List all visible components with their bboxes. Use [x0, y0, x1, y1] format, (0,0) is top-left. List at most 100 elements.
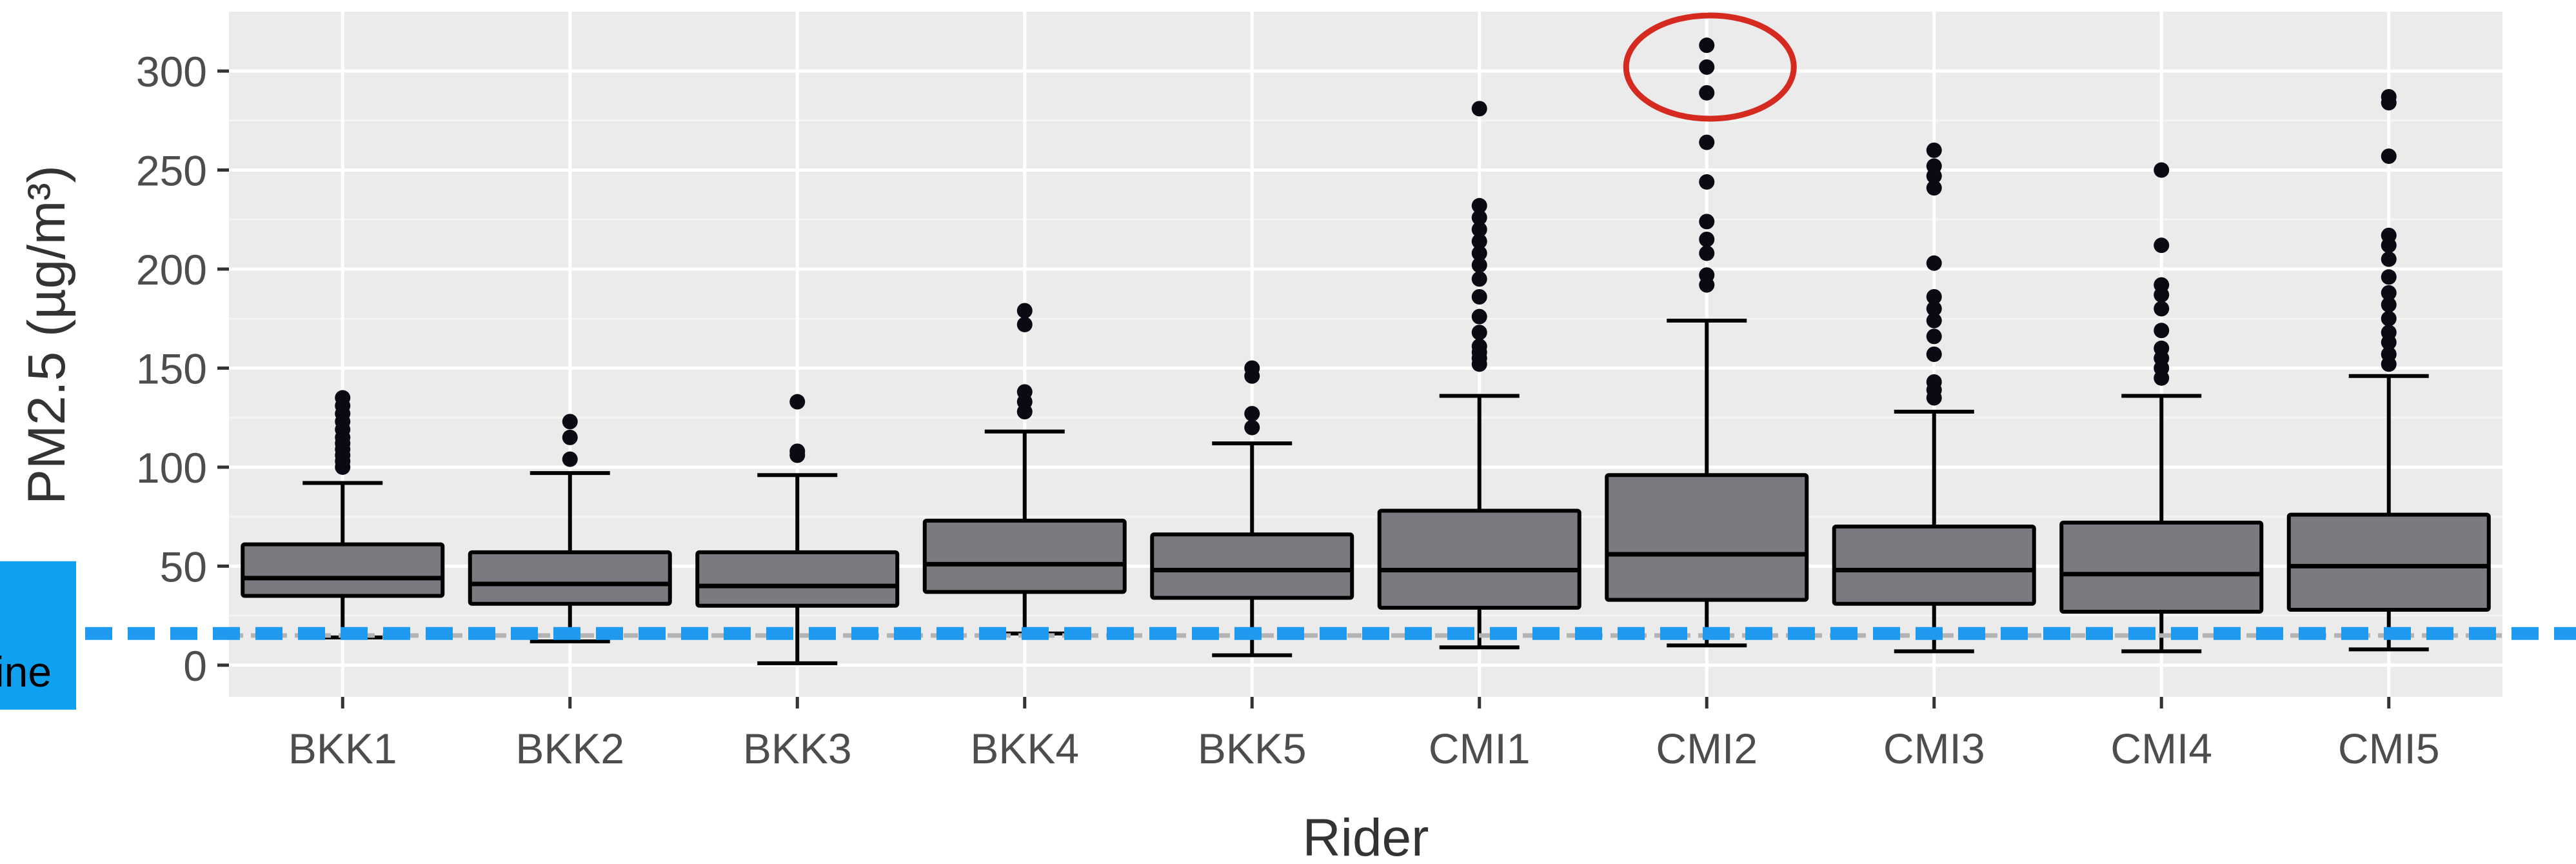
outlier-point	[1471, 210, 1487, 226]
box-iqr	[241, 542, 445, 598]
outlier-point	[1471, 308, 1487, 325]
y-tick-label: 0	[183, 642, 207, 690]
outlier-point	[2381, 347, 2397, 362]
box-iqr	[1605, 473, 1809, 602]
y-tick-label: 50	[160, 543, 207, 590]
outlier-point	[789, 394, 806, 410]
box-bkk4	[922, 303, 1127, 636]
y-tick-label: 150	[136, 345, 207, 392]
y-axis: 0 50 100 150 200 250 300	[136, 48, 229, 690]
outlier-point	[562, 451, 578, 467]
outlier-point	[562, 429, 578, 445]
x-tick-label: CMI2	[1656, 725, 1758, 772]
outlier-point	[2154, 237, 2170, 254]
outlier-point	[1471, 288, 1487, 305]
box-cmi4	[2059, 162, 2264, 654]
outlier-point	[1699, 59, 1715, 75]
outlier-point	[1926, 288, 1942, 305]
y-tick-label: 100	[136, 444, 207, 492]
x-tick-label: BKK2	[515, 725, 624, 772]
box-bkk2	[468, 414, 672, 644]
outlier-point	[2154, 323, 2170, 339]
reference-label-box	[0, 561, 76, 710]
box-iqr	[2059, 520, 2264, 614]
x-axis: BKK1 BKK2 BKK3 BKK4 BKK5 CMI1 CMI2 CMI3 CMI4 CMI5	[288, 697, 2440, 772]
reference-label-text: ine	[0, 648, 52, 696]
outlier-point	[2154, 277, 2170, 293]
box-cmi1	[1377, 101, 1581, 650]
outlier-point	[1016, 384, 1033, 400]
outlier-point	[2381, 297, 2397, 313]
highlight-ellipse-shape	[1623, 12, 1797, 122]
outlier-point	[2381, 269, 2397, 285]
outlier-point	[1471, 101, 1487, 117]
box-cmi3	[1832, 142, 2036, 654]
x-tick-label: CMI3	[1883, 725, 1985, 772]
outlier-point	[335, 390, 351, 406]
outlier-point	[1699, 37, 1715, 54]
outlier-point	[1699, 174, 1715, 190]
x-tick-label: CMI4	[2110, 725, 2212, 772]
outlier-point	[1926, 301, 1942, 317]
x-tick-label: CMI1	[1429, 725, 1531, 772]
box-iqr	[695, 550, 900, 608]
x-tick-label: CMI5	[2338, 725, 2440, 772]
outlier-point	[1471, 197, 1487, 214]
outlier-point	[2381, 325, 2397, 341]
box-iqr	[922, 518, 1127, 594]
outlier-point	[1244, 360, 1260, 376]
y-axis-title: PM2.5 (µg/m³)	[17, 165, 76, 505]
outlier-point	[1926, 142, 1942, 158]
outlier-point	[2381, 285, 2397, 301]
x-tick-label: BKK4	[970, 725, 1079, 772]
outlier-point	[2381, 227, 2397, 243]
outlier-point	[1471, 257, 1487, 273]
outlier-point	[1016, 303, 1033, 319]
outlier-point	[2381, 88, 2397, 105]
outlier-point	[1926, 374, 1942, 390]
outlier-point	[1699, 134, 1715, 150]
outlier-point	[2154, 162, 2170, 178]
x-tick-label: BKK3	[743, 725, 852, 772]
box-bkk1	[241, 390, 445, 639]
reference-lines	[0, 627, 2576, 640]
outlier-point	[1926, 347, 1942, 362]
boxes	[241, 37, 2491, 665]
outlier-point	[1471, 234, 1487, 250]
box-cmi2	[1605, 37, 1809, 648]
outlier-point	[1244, 419, 1260, 436]
outlier-point	[1926, 255, 1942, 271]
outlier-point	[1699, 267, 1715, 283]
outlier-point	[2154, 301, 2170, 317]
outlier-point	[2381, 310, 2397, 327]
outlier-point	[2381, 251, 2397, 267]
box-iqr	[1832, 525, 2036, 606]
outlier-point	[1471, 245, 1487, 261]
outlier-point	[1471, 221, 1487, 237]
outlier-point	[1699, 245, 1715, 261]
outlier-point	[1016, 316, 1033, 332]
y-tick-label: 300	[136, 48, 207, 95]
outlier-point	[1926, 328, 1942, 345]
outlier-point	[1699, 214, 1715, 230]
box-cmi5	[2286, 88, 2491, 652]
box-iqr	[2286, 512, 2491, 612]
outlier-point	[2154, 340, 2170, 356]
x-axis-title: Rider	[1303, 809, 1429, 864]
outlier-point	[1699, 231, 1715, 247]
box-bkk3	[695, 394, 900, 665]
outlier-point	[789, 443, 806, 459]
y-tick-label: 250	[136, 147, 207, 195]
outlier-point	[2381, 148, 2397, 165]
outlier-point	[1926, 180, 1942, 196]
outlier-point	[1471, 338, 1487, 354]
x-tick-label: BKK1	[288, 725, 397, 772]
outlier-point	[1471, 271, 1487, 287]
outlier-point	[1471, 325, 1487, 341]
reference-line-label: ine	[0, 561, 76, 710]
outlier-point	[562, 414, 578, 430]
y-tick-label: 200	[136, 246, 207, 294]
box-iqr	[1150, 532, 1354, 600]
outlier-point	[1926, 158, 1942, 174]
